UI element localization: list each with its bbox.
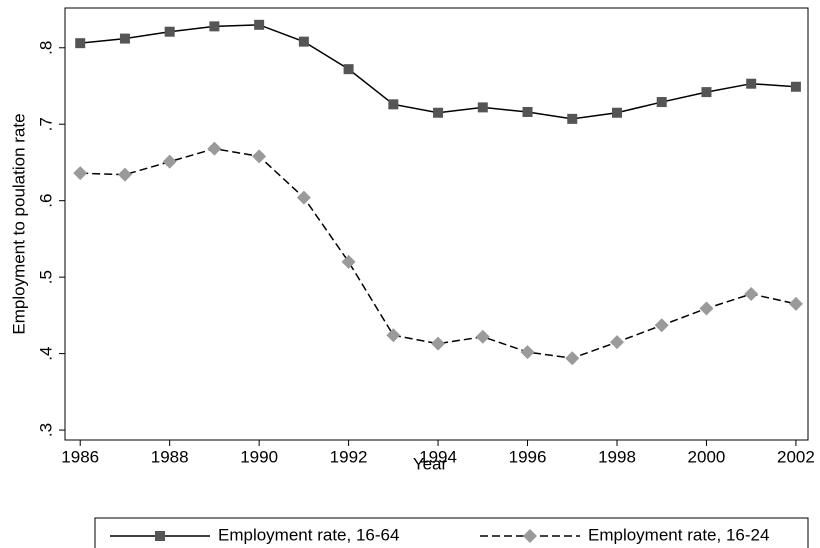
- data-point: [298, 36, 309, 47]
- x-tick-label: 1986: [61, 447, 99, 466]
- data-point: [744, 286, 759, 301]
- data-point: [788, 296, 803, 311]
- data-point: [520, 345, 535, 360]
- y-tick-label: .4: [36, 347, 55, 361]
- data-point: [654, 318, 669, 333]
- data-point: [75, 38, 86, 49]
- data-point: [209, 21, 220, 32]
- x-tick-label: 2000: [688, 447, 726, 466]
- x-tick-label: 1996: [509, 447, 547, 466]
- plot-frame: [64, 7, 809, 441]
- y-tick-label: .6: [36, 194, 55, 208]
- y-axis-title: Employment to poulation rate: [9, 113, 28, 334]
- data-point: [475, 329, 490, 344]
- data-point: [790, 81, 801, 92]
- data-point: [296, 190, 311, 205]
- x-tick-label: 1990: [240, 447, 278, 466]
- y-tick-label: .5: [36, 270, 55, 284]
- data-point: [119, 33, 130, 44]
- data-point: [699, 301, 714, 316]
- data-point: [611, 107, 622, 118]
- data-point: [701, 87, 712, 98]
- x-tick-label: 1998: [598, 447, 636, 466]
- y-tick-label: .3: [36, 423, 55, 437]
- data-point: [388, 99, 399, 110]
- y-tick-label: .7: [36, 117, 55, 131]
- data-point: [567, 113, 578, 124]
- x-tick-label: 2002: [777, 447, 815, 466]
- legend-marker: [155, 531, 165, 541]
- data-point: [162, 154, 177, 169]
- legend-marker: [523, 529, 537, 543]
- data-point: [433, 107, 444, 118]
- data-point: [73, 166, 88, 181]
- data-point: [656, 97, 667, 108]
- data-point: [254, 19, 265, 30]
- data-point: [164, 26, 175, 37]
- data-point: [565, 351, 580, 366]
- x-tick-label: 1992: [330, 447, 368, 466]
- data-point: [207, 141, 222, 156]
- x-tick-label: 1994: [419, 447, 457, 466]
- legend-label: Employment rate, 16-64: [218, 525, 399, 544]
- data-point: [343, 64, 354, 75]
- data-point: [431, 336, 446, 351]
- series-line: [80, 147, 797, 359]
- y-tick-label: .8: [36, 41, 55, 55]
- data-point: [609, 335, 624, 350]
- data-point: [252, 149, 267, 164]
- data-point: [386, 328, 401, 343]
- data-point: [117, 167, 132, 182]
- data-point: [341, 254, 356, 269]
- legend-box: [94, 517, 809, 548]
- data-point: [522, 106, 533, 117]
- x-tick-label: 1988: [151, 447, 189, 466]
- data-point: [477, 102, 488, 113]
- data-point: [746, 78, 757, 89]
- legend-label: Employment rate, 16-24: [588, 525, 769, 544]
- x-axis-title: Year: [413, 454, 448, 473]
